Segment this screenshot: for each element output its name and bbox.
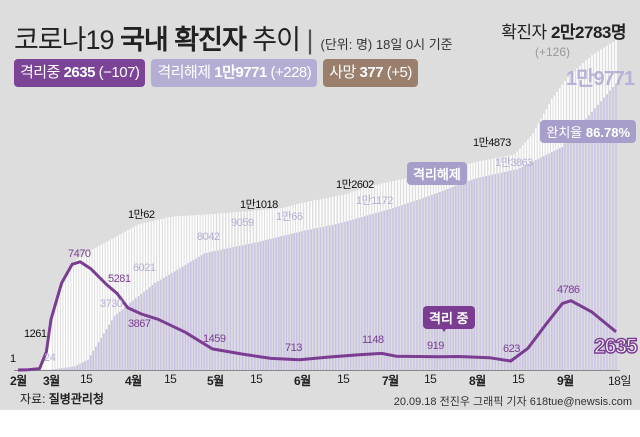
active-label: 5281 — [108, 273, 131, 285]
active-label: 3867 — [128, 318, 151, 330]
x-tick-label: 15 — [512, 372, 525, 386]
active-label: 7470 — [68, 248, 91, 260]
unit-note: (단위: 명) 18일 0시 기준 — [320, 37, 453, 52]
x-tick-label: 9월 — [557, 374, 574, 388]
total-label: 1만62 — [128, 209, 155, 221]
x-tick-label: 5월 — [207, 374, 224, 388]
credit: 20.09.18 전진우 그래픽 기자 618tue@newsis.com — [393, 396, 632, 408]
page-title: 코로나19 국내 확진자 추이 | — [14, 18, 313, 57]
total-confirmed: 확진자 2만2783명 — [501, 18, 626, 43]
title-light: 코로나19 — [14, 25, 115, 55]
total-label: 1만4873 — [473, 137, 511, 149]
released-label: 8042 — [197, 231, 220, 243]
active-label: 919 — [427, 340, 444, 352]
active-label: 1261 — [24, 328, 47, 340]
title-row: 코로나19 국내 확진자 추이 | (단위: 명) 18일 0시 기준 — [14, 18, 453, 57]
released-label: 1만3863 — [495, 157, 533, 169]
legend-deaths: 사망 377 (+5) — [323, 59, 418, 87]
released-tag: 격리해제 — [407, 162, 467, 185]
active-label: 4786 — [557, 284, 580, 296]
active-label: 1459 — [203, 333, 226, 345]
active-label: 623 — [503, 343, 520, 355]
total-label: 확진자 — [501, 23, 547, 42]
released-label: 24 — [44, 352, 56, 364]
released-label: 3730 — [100, 298, 123, 310]
released-label: 1만66 — [276, 211, 303, 223]
x-tick-label: 15 — [164, 372, 177, 386]
x-tick-label: 15 — [424, 372, 437, 386]
x-tick-label: 15 — [80, 372, 93, 386]
active-label: 1148 — [362, 334, 384, 346]
legend: 격리중 2635 (−107) 격리해제 1만9771 (+228) 사망 37… — [14, 59, 418, 87]
released-label: 1만1172 — [356, 195, 393, 207]
total-value: 2만2783명 — [550, 23, 627, 42]
x-tick-label: 3월 — [43, 374, 60, 388]
active-end-label: 2635 — [593, 334, 638, 359]
x-tick-label: 2월 — [10, 374, 27, 388]
active-line — [17, 260, 617, 372]
title-divider: | — [299, 25, 313, 55]
released-label: 9059 — [231, 217, 254, 229]
source: 자료: 질병관리청 — [20, 392, 104, 406]
recovery-rate-tag: 완치율 86.78% — [540, 120, 636, 143]
title-tail: 추이 — [252, 25, 301, 55]
total-label: 1만2602 — [336, 179, 374, 191]
legend-active: 격리중 2635 (−107) — [14, 59, 146, 87]
legend-released: 격리해제 1만9771 (+228) — [151, 59, 318, 87]
x-tick-label: 15 — [250, 372, 263, 386]
x-tick-label: 6월 — [294, 374, 311, 388]
title-bold: 국내 확진자 — [120, 25, 247, 55]
active-tag: 격리 중 — [423, 306, 475, 329]
released-label: 6021 — [133, 262, 156, 274]
total-label: 1만1018 — [240, 199, 278, 211]
released-end-label: 1만9771 — [565, 68, 635, 90]
x-tick-label: 18일 — [608, 374, 631, 388]
x-tick-label: 15 — [337, 372, 350, 386]
x-tick-label: 4월 — [125, 374, 142, 388]
active-label: 713 — [285, 342, 302, 354]
x-tick-label: 8월 — [469, 374, 486, 388]
active-label: 1 — [10, 353, 16, 365]
x-tick-label: 7월 — [382, 374, 399, 388]
total-delta: (+126) — [535, 45, 571, 59]
